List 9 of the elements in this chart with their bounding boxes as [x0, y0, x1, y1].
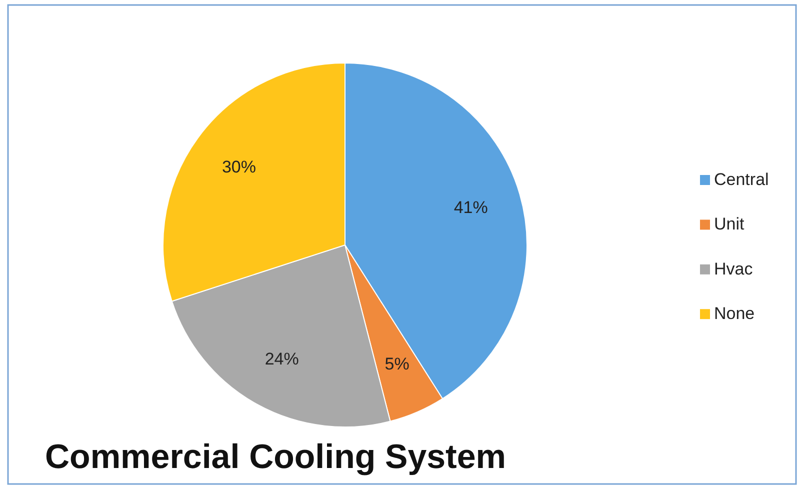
legend-label: Central	[714, 170, 769, 189]
legend-label: Hvac	[714, 259, 754, 278]
legend-label: None	[714, 304, 755, 324]
data-label: 24%	[264, 349, 299, 368]
data-label: 30%	[222, 157, 256, 176]
data-label: 5%	[384, 354, 410, 374]
text: Commercial Cooling System	[45, 438, 506, 476]
data-label: 41%	[454, 198, 488, 217]
legend-label: Unit	[714, 214, 745, 234]
